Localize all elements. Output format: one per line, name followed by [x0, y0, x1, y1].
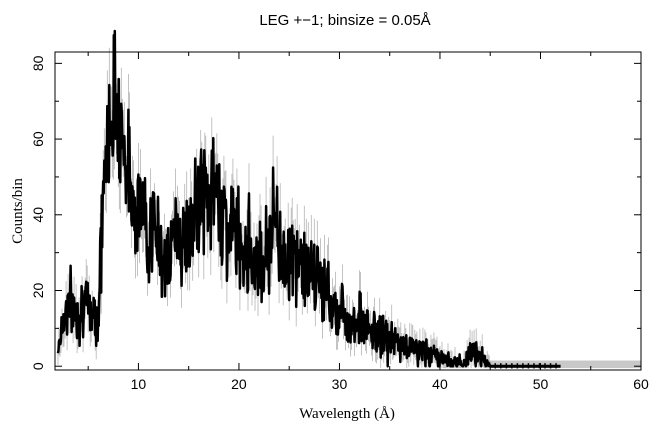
background-band [488, 360, 641, 369]
x-tick-label: 30 [332, 376, 348, 392]
y-tick-label: 0 [30, 362, 46, 370]
y-tick-label: 40 [30, 207, 46, 223]
data-series-layer [56, 29, 561, 369]
background-band-layer [488, 360, 641, 369]
tick-layer: 10 20 30 40 50 60 0 20 40 60 80 [30, 52, 649, 392]
y-axis-label: Counts/bin [10, 178, 26, 244]
data-series-line [56, 29, 491, 368]
plot-frame [54, 51, 642, 371]
y-tick-label: 20 [30, 283, 46, 299]
x-tick-label: 40 [432, 376, 448, 392]
x-tick-label: 10 [131, 376, 147, 392]
y-tick-label: 80 [30, 55, 46, 71]
chart-title: LEG +−1; binsize = 0.05Å [259, 12, 430, 29]
x-tick-label: 20 [231, 376, 247, 392]
y-tick-label: 60 [30, 131, 46, 147]
x-tick-label: 50 [533, 376, 549, 392]
x-tick-label: 60 [633, 376, 649, 392]
x-axis-label: Wavelength (Å) [299, 406, 395, 422]
